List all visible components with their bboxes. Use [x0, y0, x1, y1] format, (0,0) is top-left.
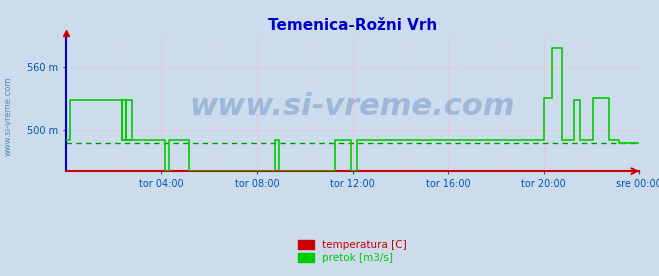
Text: www.si-vreme.com: www.si-vreme.com: [3, 76, 13, 156]
Legend: temperatura [C], pretok [m3/s]: temperatura [C], pretok [m3/s]: [299, 240, 407, 263]
Text: www.si-vreme.com: www.si-vreme.com: [190, 92, 515, 121]
Title: Temenica-Rožni Vrh: Temenica-Rožni Vrh: [268, 18, 437, 33]
